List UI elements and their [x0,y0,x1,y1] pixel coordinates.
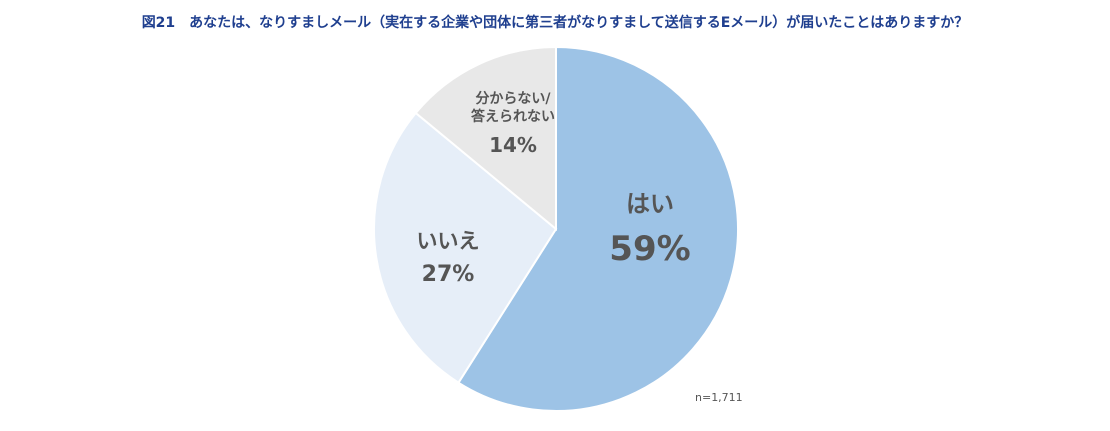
slice-name-label-3: 分からない/答えられない [471,91,555,125]
pie-slice-2 [373,111,558,385]
pie-slice-3 [414,45,557,232]
sample-size-label: n=1,711 [695,391,743,404]
chart-title: 図21 あなたは、なりすましメール（実在する企業や団体に第三者がなりすまして送信… [141,15,969,31]
slice-name-label-2: いいえ [417,229,480,253]
pie-slice-1 [457,45,739,412]
slice-value-label-3: 14% [489,133,537,157]
slice-value-label-1: 59% [609,229,690,269]
slice-name-label-1: はい [626,190,674,218]
slice-value-label-2: 27% [422,262,475,287]
